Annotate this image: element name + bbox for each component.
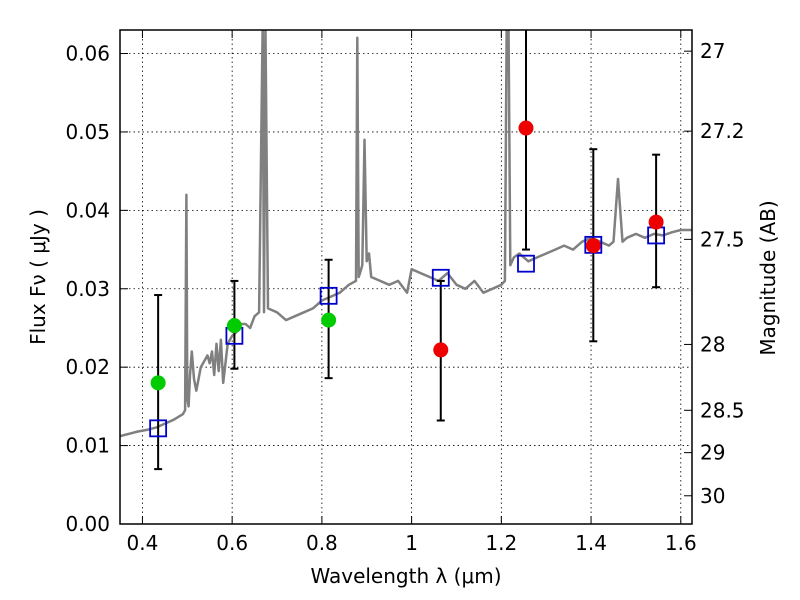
magnitude-tick-label: 27.5: [700, 227, 745, 251]
x-tick-label: 0.4: [127, 531, 159, 555]
x-tick-label: 0.8: [306, 531, 338, 555]
spectrum-line: [120, 22, 692, 436]
magnitude-tick-label: 30: [700, 484, 725, 508]
y-tick-label: 0.03: [65, 277, 110, 301]
y-axis-label: Flux Fν ( μJy ): [26, 209, 50, 345]
magnitude-tick-label: 28: [700, 332, 725, 356]
model-points: [150, 227, 664, 436]
magnitude-tick-label: 29: [700, 441, 725, 465]
magnitude-tick-label: 27: [700, 39, 725, 63]
axis-ticks: 0.4 0.6 0.8 1 1.2 1.4 1.6 0.00 0.01 0.02 0.03 0.04 0…: [65, 30, 744, 555]
magnitude-tick-label: 27.2: [700, 119, 745, 143]
y-tick-label: 0.06: [65, 42, 110, 66]
error-bars: [154, 22, 660, 469]
x-tick-label: 1.2: [485, 531, 517, 555]
observed-point-green: [321, 313, 336, 328]
observed-point-red: [649, 215, 664, 230]
plot-frame: [120, 30, 692, 524]
x-tick-label: 1.6: [665, 531, 697, 555]
x-axis-label: Wavelength λ (μm): [310, 564, 501, 588]
observed-point-green: [227, 318, 242, 333]
y-tick-label: 0.00: [65, 512, 110, 536]
grid-lines: [120, 30, 692, 524]
magnitude-tick-label: 28.5: [700, 398, 745, 422]
observed-point-red: [519, 121, 534, 136]
y-tick-label: 0.04: [65, 198, 110, 222]
y-tick-label: 0.05: [65, 120, 110, 144]
x-tick-label: 1.4: [575, 531, 607, 555]
observed-point-red: [433, 342, 448, 357]
observed-point-green: [151, 375, 166, 390]
y-tick-label: 0.02: [65, 355, 110, 379]
right-axis-label: Magnitude (AB): [756, 200, 780, 355]
plot-area: [120, 22, 692, 469]
y-tick-label: 0.01: [65, 434, 110, 458]
x-tick-label: 0.6: [216, 531, 248, 555]
x-tick-label: 1: [405, 531, 418, 555]
observed-point-red: [586, 238, 601, 253]
